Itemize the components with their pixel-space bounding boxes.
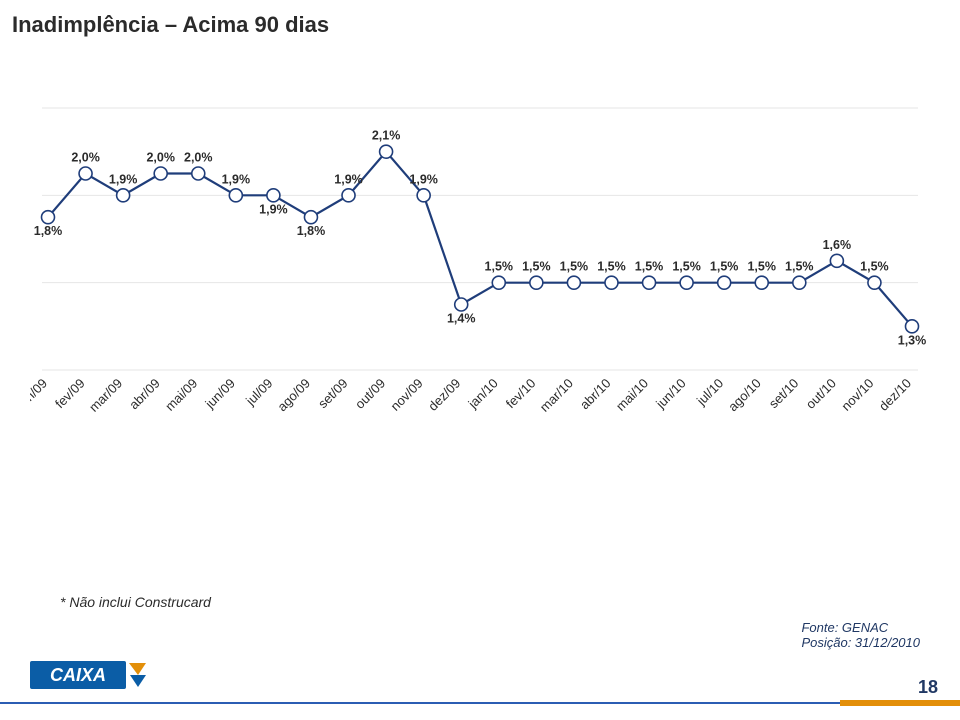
footer-rule <box>0 702 960 704</box>
svg-text:nov/10: nov/10 <box>838 376 876 414</box>
slide: Inadimplência – Acima 90 dias 1,8%2,0%1,… <box>0 0 960 720</box>
svg-text:2,0%: 2,0% <box>184 151 213 165</box>
svg-text:dez/10: dez/10 <box>876 376 914 414</box>
svg-text:jan/10: jan/10 <box>465 376 501 412</box>
svg-text:1,4%: 1,4% <box>447 312 476 326</box>
svg-text:ago/10: ago/10 <box>725 376 764 415</box>
svg-text:1,9%: 1,9% <box>109 172 138 186</box>
svg-text:jul/09: jul/09 <box>242 376 275 409</box>
svg-text:mar/09: mar/09 <box>86 376 125 415</box>
svg-text:1,5%: 1,5% <box>747 260 776 274</box>
page-number: 18 <box>918 677 938 698</box>
logo-svg: CAIXA <box>30 657 160 693</box>
chart-svg: 1,8% 2,0% 1,9% 2,0% 2,0% 1,9% 1,9% 1,8% 1,9% 2,1%… <box>30 80 930 440</box>
svg-text:out/10: out/10 <box>803 376 839 412</box>
svg-text:2,0%: 2,0% <box>71 151 100 165</box>
svg-text:jan/09: jan/09 <box>30 376 50 412</box>
page-title: Inadimplência – Acima 90 dias <box>12 12 329 38</box>
svg-text:set/09: set/09 <box>315 376 351 412</box>
caixa-logo: CAIXA <box>30 657 160 698</box>
svg-text:nov/09: nov/09 <box>388 376 426 414</box>
svg-text:jun/09: jun/09 <box>202 376 238 412</box>
svg-text:set/10: set/10 <box>766 376 802 412</box>
svg-text:1,9%: 1,9% <box>334 172 363 186</box>
svg-text:fev/10: fev/10 <box>503 376 539 412</box>
line-chart: 1,8% 2,0% 1,9% 2,0% 2,0% 1,9% 1,9% 1,8% 1,9% 2,1%… <box>30 80 930 445</box>
svg-text:1,3%: 1,3% <box>898 333 927 347</box>
svg-text:1,5%: 1,5% <box>860 260 889 274</box>
svg-text:jun/10: jun/10 <box>652 376 688 412</box>
footnote: * Não inclui Construcard <box>60 594 211 610</box>
svg-text:abr/10: abr/10 <box>577 376 614 413</box>
svg-text:1,5%: 1,5% <box>635 260 664 274</box>
source-block: Fonte: GENAC Posição: 31/12/2010 <box>801 620 920 650</box>
svg-text:1,5%: 1,5% <box>597 260 626 274</box>
source-line2: Posição: 31/12/2010 <box>801 635 920 650</box>
svg-text:1,5%: 1,5% <box>672 260 701 274</box>
svg-text:1,5%: 1,5% <box>522 260 551 274</box>
svg-text:1,8%: 1,8% <box>34 224 63 238</box>
svg-text:1,9%: 1,9% <box>259 202 288 216</box>
svg-text:ago/09: ago/09 <box>274 376 313 415</box>
svg-text:abr/09: abr/09 <box>126 376 163 413</box>
svg-text:1,5%: 1,5% <box>560 260 589 274</box>
svg-text:out/09: out/09 <box>352 376 388 412</box>
svg-text:1,5%: 1,5% <box>785 260 814 274</box>
svg-text:1,6%: 1,6% <box>823 238 852 252</box>
svg-text:1,8%: 1,8% <box>297 224 326 238</box>
svg-text:2,1%: 2,1% <box>372 129 401 143</box>
svg-text:fev/09: fev/09 <box>52 376 88 412</box>
svg-text:jul/10: jul/10 <box>693 376 726 409</box>
svg-text:CAIXA: CAIXA <box>50 665 106 685</box>
svg-text:mai/09: mai/09 <box>162 376 200 414</box>
svg-text:2,0%: 2,0% <box>146 151 175 165</box>
svg-text:1,9%: 1,9% <box>222 172 251 186</box>
svg-text:1,9%: 1,9% <box>409 172 438 186</box>
source-line1: Fonte: GENAC <box>801 620 920 635</box>
svg-text:1,5%: 1,5% <box>485 260 513 274</box>
svg-text:1,5%: 1,5% <box>710 260 739 274</box>
svg-text:mar/10: mar/10 <box>537 376 576 415</box>
svg-text:mai/10: mai/10 <box>613 376 651 414</box>
svg-text:dez/09: dez/09 <box>425 376 463 414</box>
